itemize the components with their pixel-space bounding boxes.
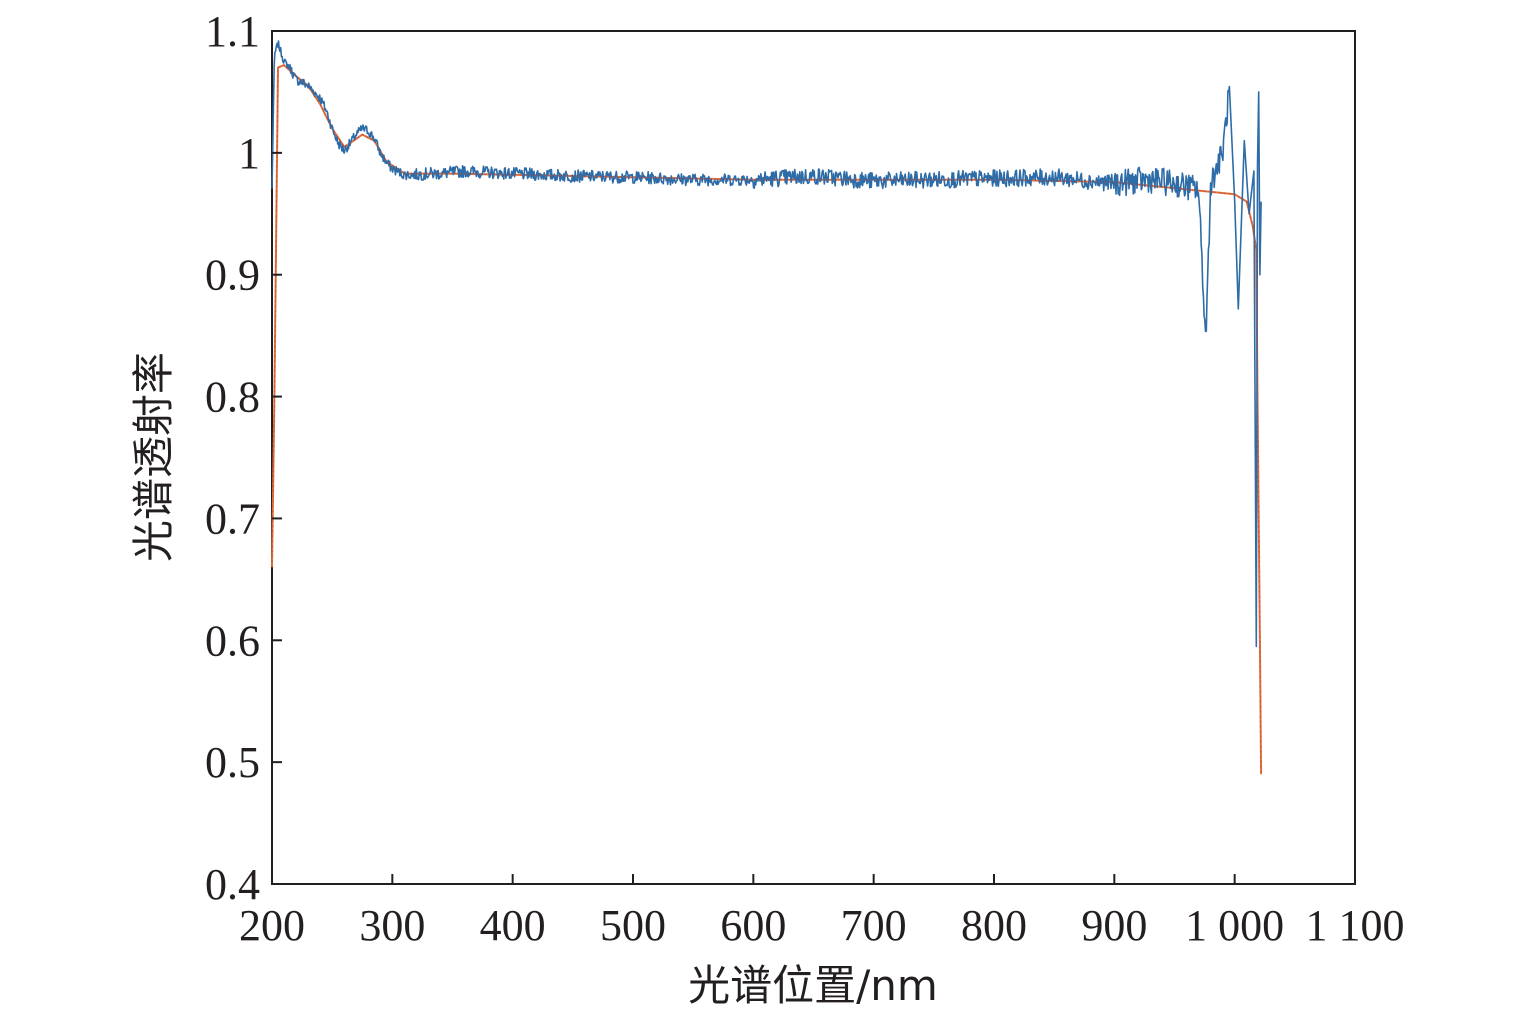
x-tick-label: 900 xyxy=(1081,901,1147,950)
y-tick-label: 1 xyxy=(238,129,260,178)
x-tick-label: 800 xyxy=(961,901,1027,950)
y-tick-label: 0.8 xyxy=(205,373,260,422)
y-tick-label: 0.9 xyxy=(205,251,260,300)
series-line-0 xyxy=(271,40,1262,648)
x-axis-title: 光谱位置/nm xyxy=(688,961,938,1010)
x-tick-label: 600 xyxy=(720,901,786,950)
x-tick-label: 300 xyxy=(359,901,425,950)
x-tick-label: 1 100 xyxy=(1306,901,1405,950)
x-tick-label: 700 xyxy=(841,901,907,950)
y-tick-label: 0.5 xyxy=(205,738,260,787)
y-axis-title: 光谱透射率 xyxy=(129,352,178,562)
x-tick-label: 200 xyxy=(239,901,305,950)
plot-frame xyxy=(271,30,1356,885)
y-tick-label: 0.4 xyxy=(205,860,260,909)
x-tick-label: 400 xyxy=(480,901,546,950)
y-tick-label: 1.1 xyxy=(205,7,260,56)
series-layer xyxy=(271,40,1263,775)
x-tick-label: 1 000 xyxy=(1185,901,1284,950)
x-tick-label: 500 xyxy=(600,901,666,950)
y-tick-label: 0.6 xyxy=(205,616,260,665)
y-axis: 0.4 0.5 0.6 0.7 0.8 0.9 1 1.1 xyxy=(205,7,282,909)
y-tick-label: 0.7 xyxy=(205,494,260,543)
x-axis: 200 300 400 500 600 700 800 900 1 000 1 100 xyxy=(239,874,1405,950)
